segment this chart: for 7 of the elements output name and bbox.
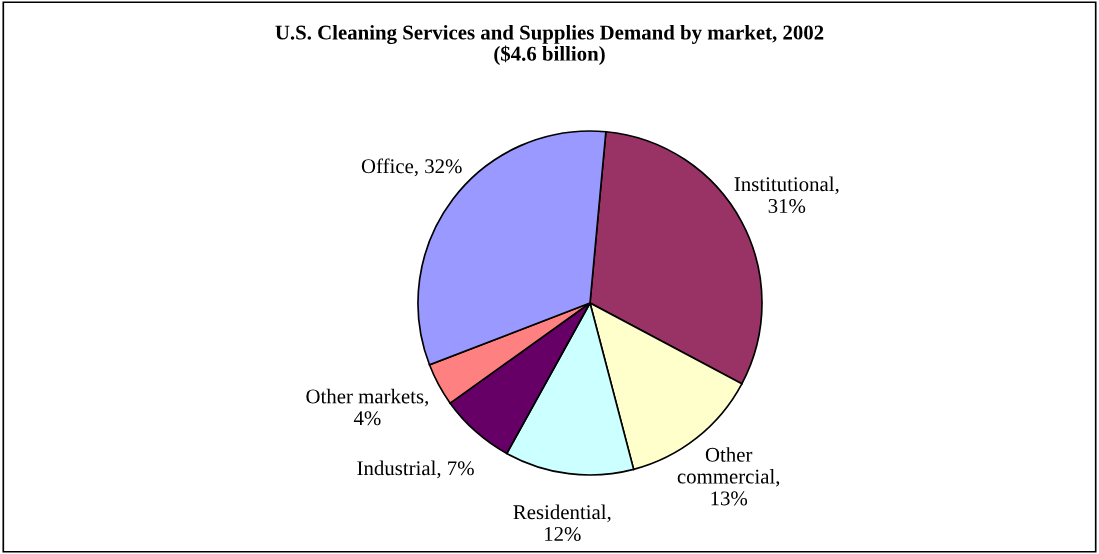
slice-label: Institutional, 31% <box>734 176 839 214</box>
slice-label: Industrial, 7% <box>357 460 474 479</box>
slice-label: Other commercial, 13% <box>677 447 780 506</box>
chart-title: U.S. Cleaning Services and Supplies Demand by market, 2002 ($4.6 billion) <box>275 24 824 66</box>
slice-label: Residential, 12% <box>513 504 611 542</box>
slice-label: Other markets, 4% <box>306 388 428 426</box>
slice-label: Office, 32% <box>361 158 462 177</box>
